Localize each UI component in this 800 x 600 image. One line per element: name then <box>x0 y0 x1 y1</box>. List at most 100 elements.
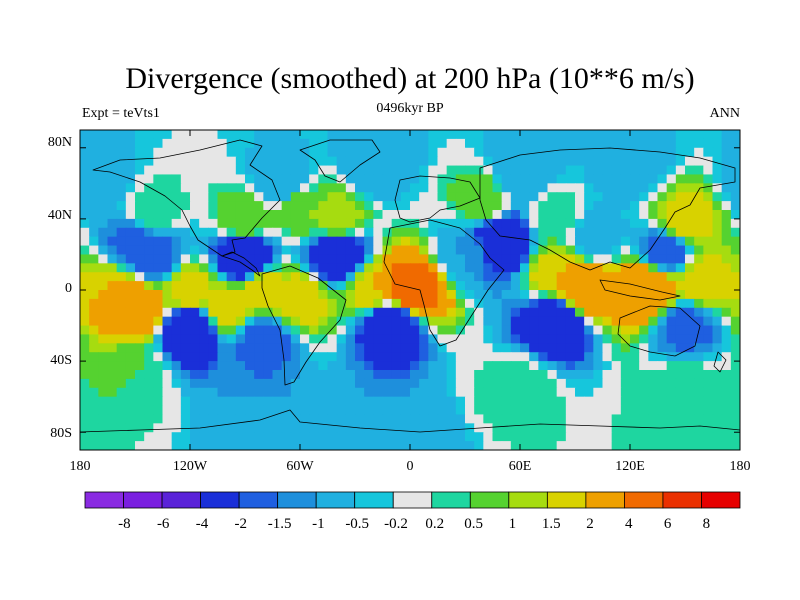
field-cell <box>730 218 740 229</box>
field-cell <box>235 201 246 211</box>
field-cell <box>180 218 191 229</box>
field-cell <box>474 325 484 336</box>
field-cell <box>364 210 374 220</box>
field-cell <box>272 405 283 416</box>
field-cell <box>703 156 714 167</box>
field-cell <box>501 165 512 176</box>
colorbar-label: -2 <box>235 516 248 532</box>
field-cell <box>538 183 549 193</box>
field-cell <box>180 387 191 398</box>
field-cell <box>639 325 649 336</box>
field-cell <box>630 218 640 229</box>
field-cell <box>199 316 209 327</box>
field-cell <box>529 405 539 416</box>
field-cell <box>281 352 292 362</box>
field-cell <box>556 316 567 327</box>
field-cell <box>318 405 329 416</box>
field-cell <box>565 263 576 273</box>
field-cell <box>125 165 136 176</box>
field-cell <box>703 405 714 416</box>
field-cell <box>529 147 539 158</box>
field-cell <box>584 343 594 353</box>
field-cell <box>373 236 384 247</box>
field-cell <box>116 316 127 327</box>
field-cell <box>593 281 604 291</box>
field-cell <box>107 130 118 140</box>
field-cell <box>547 156 558 167</box>
field-cell <box>529 281 539 291</box>
field-cell <box>575 174 585 184</box>
field-cell <box>584 361 594 371</box>
field-cell <box>465 423 475 433</box>
field-cell <box>226 290 237 300</box>
field-cell <box>410 227 420 238</box>
field-cell <box>648 210 659 220</box>
field-cell <box>327 423 338 433</box>
field-cell <box>199 343 209 353</box>
field-cell <box>538 414 549 424</box>
field-cell <box>575 147 585 158</box>
field-cell <box>281 387 292 398</box>
field-cell <box>135 130 145 140</box>
field-cell <box>364 218 374 229</box>
field-cell <box>694 183 704 193</box>
field-cell <box>125 245 136 256</box>
field-cell <box>345 405 356 416</box>
field-cell <box>492 414 503 424</box>
field-cell <box>657 272 668 282</box>
field-cell <box>703 281 714 291</box>
field-cell <box>217 432 228 442</box>
field-cell <box>281 334 292 344</box>
field-cell <box>116 378 127 389</box>
field-cell <box>611 387 622 398</box>
field-cell <box>538 254 549 264</box>
field-cell <box>336 378 347 389</box>
field-cell <box>602 352 613 362</box>
field-cell <box>730 192 740 202</box>
field-cell <box>364 183 374 193</box>
field-cell <box>235 236 246 247</box>
field-cell <box>694 263 704 273</box>
field-cell <box>575 218 585 229</box>
field-cell <box>556 396 567 407</box>
field-cell <box>666 307 677 318</box>
field-cell <box>712 281 723 291</box>
field-cell <box>281 218 292 229</box>
field-cell <box>245 423 255 433</box>
field-cell <box>520 254 530 264</box>
field-cell <box>364 316 374 327</box>
field-cell <box>153 174 164 184</box>
field-cell <box>455 147 466 158</box>
field-cell <box>446 174 457 184</box>
field-cell <box>455 316 466 327</box>
field-cell <box>575 236 585 247</box>
field-cell <box>666 423 677 433</box>
field-cell <box>703 263 714 273</box>
field-cell <box>125 138 136 149</box>
field-cell <box>245 361 255 371</box>
field-cell <box>135 183 145 193</box>
field-cell <box>290 396 301 407</box>
field-cell <box>556 432 567 442</box>
field-cell <box>190 370 200 380</box>
field-cell <box>547 192 558 202</box>
field-cell <box>336 307 347 318</box>
field-cell <box>364 290 374 300</box>
field-cell <box>501 210 512 220</box>
field-cell <box>171 227 182 238</box>
field-cell <box>254 423 264 433</box>
colorbar-label: -1 <box>312 516 325 532</box>
field-cell <box>364 405 374 416</box>
field-cell <box>281 441 292 450</box>
field-cell <box>446 263 457 273</box>
field-cell <box>630 396 640 407</box>
field-cell <box>446 236 457 247</box>
field-cell <box>437 263 448 273</box>
field-cell <box>410 378 420 389</box>
field-cell <box>520 414 530 424</box>
field-cell <box>245 352 255 362</box>
field-cell <box>272 370 283 380</box>
field-cell <box>455 138 466 149</box>
field-cell <box>199 281 209 291</box>
field-cell <box>272 432 283 442</box>
